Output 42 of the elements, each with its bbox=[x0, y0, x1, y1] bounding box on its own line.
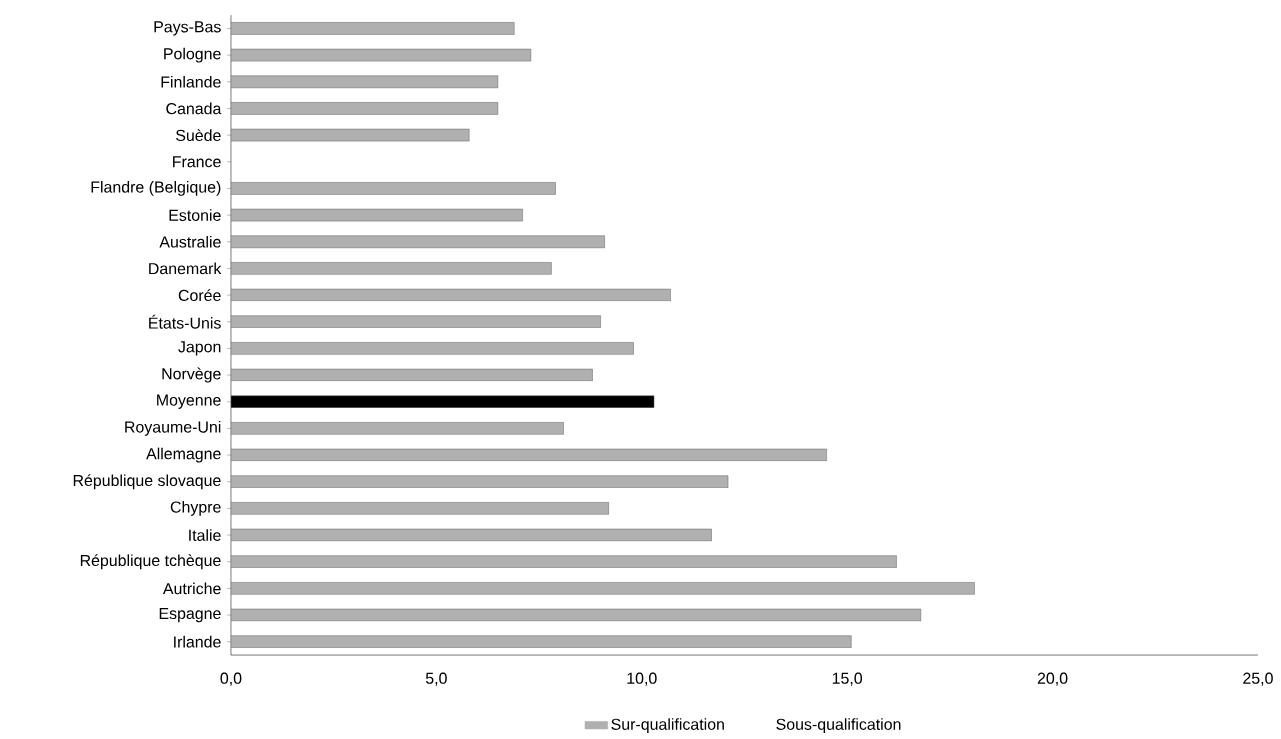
x-tick-label: 15,0 bbox=[832, 672, 863, 686]
y-tick-label: Estonie bbox=[169, 209, 221, 221]
text: Sous-qualification bbox=[776, 718, 901, 734]
y-tick-label: Japon bbox=[178, 341, 221, 356]
y-tick-label: Corée bbox=[178, 289, 221, 302]
bar bbox=[230, 555, 897, 569]
y-tick-label: Flandre (Belgique) bbox=[91, 181, 221, 196]
y-tick-label: Canada bbox=[166, 102, 222, 115]
bar bbox=[230, 502, 610, 515]
y-tick-label: Royaume-Uni bbox=[125, 421, 221, 436]
x-tick-label: 25,0 bbox=[1243, 672, 1273, 686]
bar bbox=[230, 608, 922, 622]
x-tick-label: 20,0 bbox=[1037, 672, 1068, 686]
bar bbox=[230, 422, 564, 435]
bar bbox=[230, 262, 552, 275]
bar bbox=[230, 635, 852, 648]
y-tick-label: Irlande bbox=[174, 635, 221, 648]
y-tick-label: République tchèque bbox=[80, 554, 221, 570]
y-tick-label: Espagne bbox=[159, 607, 221, 623]
y-tick-label: Suède bbox=[176, 129, 221, 142]
y-tick-label: Australie bbox=[159, 235, 221, 248]
x-tick-label: 10,0 bbox=[627, 672, 657, 686]
x-tick-label: 5,0 bbox=[425, 672, 447, 686]
y-tick-label: République slovaque bbox=[73, 474, 221, 490]
y-tick-label: Pologne bbox=[164, 47, 221, 63]
y-tick-label: Danemark bbox=[149, 262, 222, 275]
legend-label: Sur-qualification bbox=[611, 718, 724, 734]
x-tick-label: 0,0 bbox=[220, 672, 242, 686]
y-tick-label: Italie bbox=[189, 529, 221, 541]
y-tick-label: Pays-Bas bbox=[154, 21, 221, 36]
bar bbox=[230, 368, 593, 382]
y-tick-label: Norvège bbox=[162, 367, 221, 383]
y-tick-label: Chypre bbox=[170, 500, 221, 516]
y-tick-label: Autriche bbox=[162, 582, 221, 595]
bar bbox=[230, 315, 601, 329]
y-tick-label: France bbox=[173, 156, 221, 168]
bar bbox=[230, 342, 634, 355]
y-tick-label: Finlande bbox=[161, 75, 221, 88]
y-tick-label: États-Unis bbox=[149, 314, 221, 329]
bar bbox=[230, 528, 712, 542]
y-tick-label: Allemagne bbox=[146, 447, 221, 463]
y-tick-label: Moyenne bbox=[157, 394, 221, 409]
